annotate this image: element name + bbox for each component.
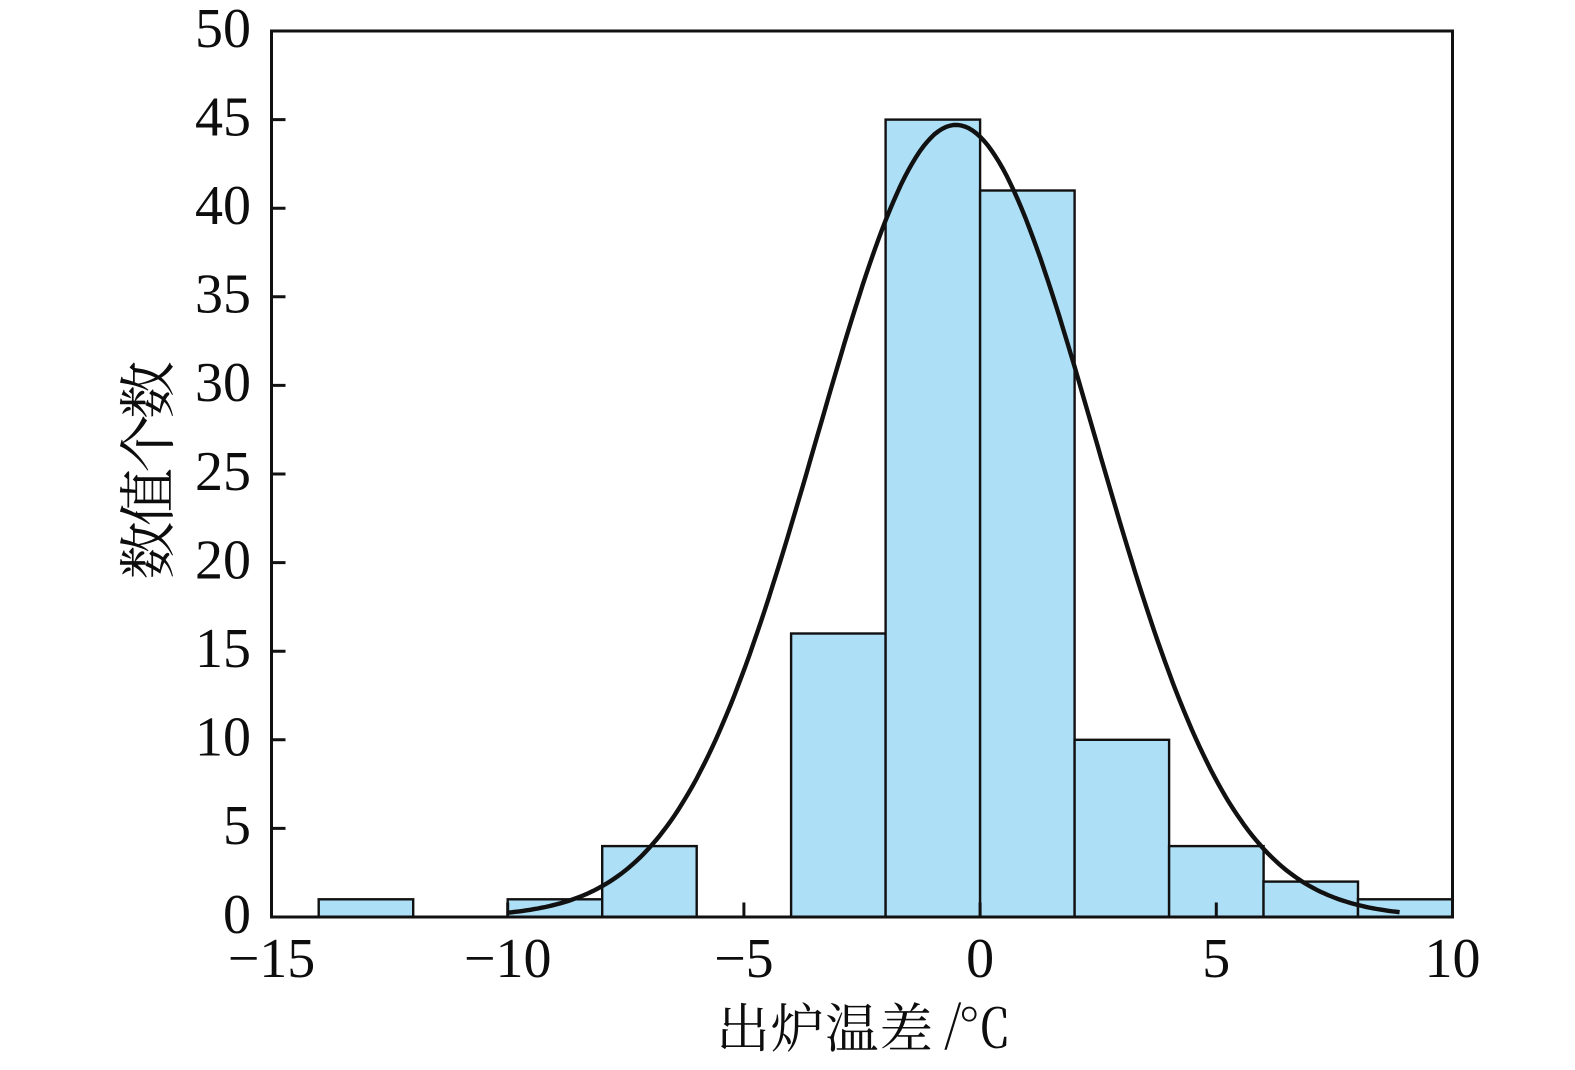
svg-text:5: 5 (223, 795, 251, 857)
svg-text:15: 15 (195, 618, 251, 680)
svg-text:5: 5 (1202, 928, 1230, 990)
svg-text:−10: −10 (464, 928, 552, 990)
svg-text:50: 50 (195, 0, 251, 60)
svg-text:40: 40 (195, 175, 251, 237)
svg-text:45: 45 (195, 86, 251, 148)
svg-text:25: 25 (195, 441, 251, 503)
svg-text:10: 10 (195, 707, 251, 769)
svg-text:−5: −5 (714, 928, 774, 990)
svg-text:0: 0 (966, 928, 994, 990)
svg-text:30: 30 (195, 352, 251, 414)
svg-text:20: 20 (195, 529, 251, 591)
svg-text:−15: −15 (228, 928, 316, 990)
svg-text:0: 0 (223, 884, 251, 946)
svg-text:10: 10 (1425, 928, 1481, 990)
svg-text:35: 35 (195, 264, 251, 326)
